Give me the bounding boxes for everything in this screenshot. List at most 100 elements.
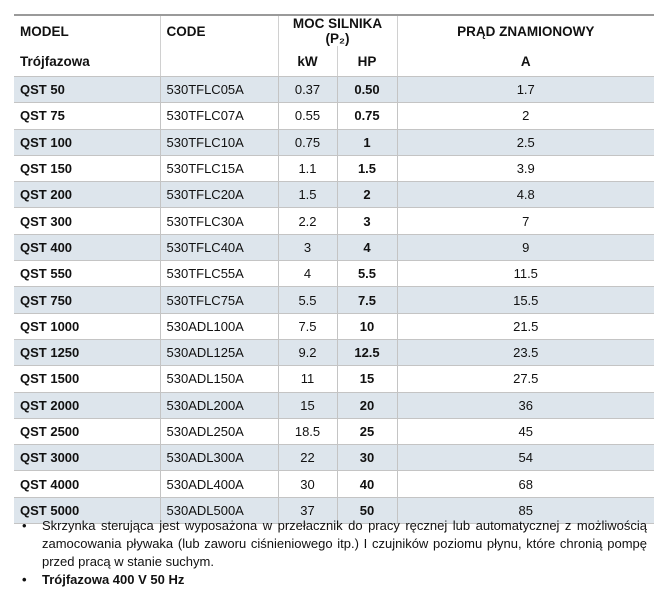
cell-model: QST 1500 bbox=[14, 365, 160, 393]
cell-code: 530TFLC10A bbox=[159, 129, 278, 156]
table-row: QST 400 530TFLC40A 3 4 9 bbox=[14, 234, 654, 262]
cell-current-a: 9 bbox=[396, 234, 654, 262]
cell-kw: 2.2 bbox=[277, 207, 337, 235]
cell-model: QST 75 bbox=[14, 102, 160, 130]
cell-kw: 0.55 bbox=[277, 102, 337, 130]
cell-current-a: 23.5 bbox=[396, 339, 654, 367]
cell-kw: 9.2 bbox=[277, 339, 337, 367]
table-row: QST 4000 530ADL400A 30 40 68 bbox=[14, 470, 654, 498]
cell-model: QST 1000 bbox=[14, 313, 160, 340]
cell-code: 530ADL400A bbox=[159, 470, 278, 498]
cell-model: QST 200 bbox=[14, 181, 160, 209]
note-text: Trójfazowa 400 V 50 Hz bbox=[42, 572, 185, 587]
cell-kw: 5.5 bbox=[277, 286, 337, 314]
cell-current-a: 1.7 bbox=[396, 76, 654, 104]
table-row: QST 1500 530ADL150A 11 15 27.5 bbox=[14, 365, 654, 393]
cell-model: QST 2000 bbox=[14, 392, 160, 419]
cell-hp: 12.5 bbox=[336, 339, 397, 367]
header-empty bbox=[159, 46, 278, 77]
cell-hp: 40 bbox=[336, 470, 397, 498]
bullet-icon: • bbox=[22, 572, 27, 587]
notes-list: • Skrzynka sterująca jest wyposażona w pr… bbox=[22, 517, 647, 589]
cell-kw: 22 bbox=[277, 444, 337, 472]
cell-kw: 1.1 bbox=[277, 155, 337, 183]
cell-kw: 18.5 bbox=[277, 418, 337, 446]
header-code: CODE bbox=[159, 15, 278, 46]
cell-current-a: 36 bbox=[396, 392, 654, 419]
cell-code: 530TFLC05A bbox=[159, 76, 278, 104]
table-row: QST 3000 530ADL300A 22 30 54 bbox=[14, 444, 654, 472]
table-row: QST 150 530TFLC15A 1.1 1.5 3.9 bbox=[14, 155, 654, 183]
cell-model: QST 4000 bbox=[14, 470, 160, 498]
cell-code: 530ADL500A bbox=[159, 497, 278, 525]
cell-hp: 4 bbox=[336, 234, 397, 262]
cell-current-a: 54 bbox=[396, 444, 654, 472]
cell-code: 530TFLC75A bbox=[159, 286, 278, 314]
cell-kw: 11 bbox=[277, 365, 337, 393]
specs-table: MODEL CODE MOC SILNIKA (P₂) PRĄD ZNAMION… bbox=[14, 14, 654, 525]
header-kw: kW bbox=[277, 46, 337, 77]
cell-model: QST 550 bbox=[14, 260, 160, 288]
cell-model: QST 5000 bbox=[14, 497, 160, 525]
cell-code: 530ADL200A bbox=[159, 392, 278, 419]
note-text: Skrzynka sterująca jest wyposażona w prz… bbox=[42, 518, 647, 569]
header-model: MODEL bbox=[20, 23, 69, 39]
table-row: QST 300 530TFLC30A 2.2 3 7 bbox=[14, 207, 654, 235]
cell-model: QST 300 bbox=[14, 207, 160, 235]
cell-current-a: 68 bbox=[396, 470, 654, 498]
cell-code: 530ADL250A bbox=[159, 418, 278, 446]
cell-code: 530ADL300A bbox=[159, 444, 278, 472]
cell-current-a: 11.5 bbox=[396, 260, 654, 288]
cell-current-a: 2.5 bbox=[396, 129, 654, 156]
table-row: QST 75 530TFLC07A 0.55 0.75 2 bbox=[14, 102, 654, 130]
cell-hp: 3 bbox=[336, 207, 397, 235]
cell-kw: 0.37 bbox=[277, 76, 337, 104]
cell-current-a: 85 bbox=[396, 497, 654, 525]
cell-current-a: 21.5 bbox=[396, 313, 654, 340]
cell-hp: 10 bbox=[336, 313, 397, 340]
table-row: QST 200 530TFLC20A 1.5 2 4.8 bbox=[14, 181, 654, 209]
header-a: A bbox=[396, 46, 654, 77]
note-item: • Trójfazowa 400 V 50 Hz bbox=[22, 571, 647, 589]
cell-hp: 15 bbox=[336, 365, 397, 393]
table-row: QST 50 530TFLC05A 0.37 0.50 1.7 bbox=[14, 76, 654, 104]
cell-model: QST 3000 bbox=[14, 444, 160, 472]
cell-current-a: 3.9 bbox=[396, 155, 654, 183]
cell-model: QST 750 bbox=[14, 286, 160, 314]
table-row: QST 2000 530ADL200A 15 20 36 bbox=[14, 392, 654, 419]
cell-current-a: 15.5 bbox=[396, 286, 654, 314]
cell-hp: 5.5 bbox=[336, 260, 397, 288]
cell-code: 530TFLC55A bbox=[159, 260, 278, 288]
cell-hp: 2 bbox=[336, 181, 397, 209]
cell-model: QST 100 bbox=[14, 129, 160, 156]
cell-current-a: 45 bbox=[396, 418, 654, 446]
cell-model: QST 1250 bbox=[14, 339, 160, 367]
cell-model: QST 2500 bbox=[14, 418, 160, 446]
cell-kw: 3 bbox=[277, 234, 337, 262]
cell-kw: 30 bbox=[277, 470, 337, 498]
cell-kw: 0.75 bbox=[277, 129, 337, 156]
cell-model: QST 50 bbox=[14, 76, 160, 104]
table-row: QST 750 530TFLC75A 5.5 7.5 15.5 bbox=[14, 286, 654, 314]
header-subtype: Trójfazowa bbox=[14, 46, 160, 77]
cell-hp: 0.50 bbox=[336, 76, 397, 104]
cell-current-a: 7 bbox=[396, 207, 654, 235]
cell-hp: 50 bbox=[336, 497, 397, 525]
cell-kw: 4 bbox=[277, 260, 337, 288]
cell-code: 530TFLC30A bbox=[159, 207, 278, 235]
bullet-icon: • bbox=[22, 518, 27, 533]
cell-current-a: 2 bbox=[396, 102, 654, 130]
cell-kw: 7.5 bbox=[277, 313, 337, 340]
cell-hp: 1 bbox=[336, 129, 397, 156]
cell-code: 530TFLC20A bbox=[159, 181, 278, 209]
header-hp: HP bbox=[336, 46, 397, 77]
cell-code: 530ADL125A bbox=[159, 339, 278, 367]
cell-code: 530ADL150A bbox=[159, 365, 278, 393]
cell-model: QST 150 bbox=[14, 155, 160, 183]
cell-code: 530TFLC07A bbox=[159, 102, 278, 130]
cell-kw: 37 bbox=[277, 497, 337, 525]
cell-hp: 7.5 bbox=[336, 286, 397, 314]
table-row: QST 2500 530ADL250A 18.5 25 45 bbox=[14, 418, 654, 446]
cell-hp: 30 bbox=[336, 444, 397, 472]
table-row: QST 5000 530ADL500A 37 50 85 bbox=[14, 497, 654, 525]
